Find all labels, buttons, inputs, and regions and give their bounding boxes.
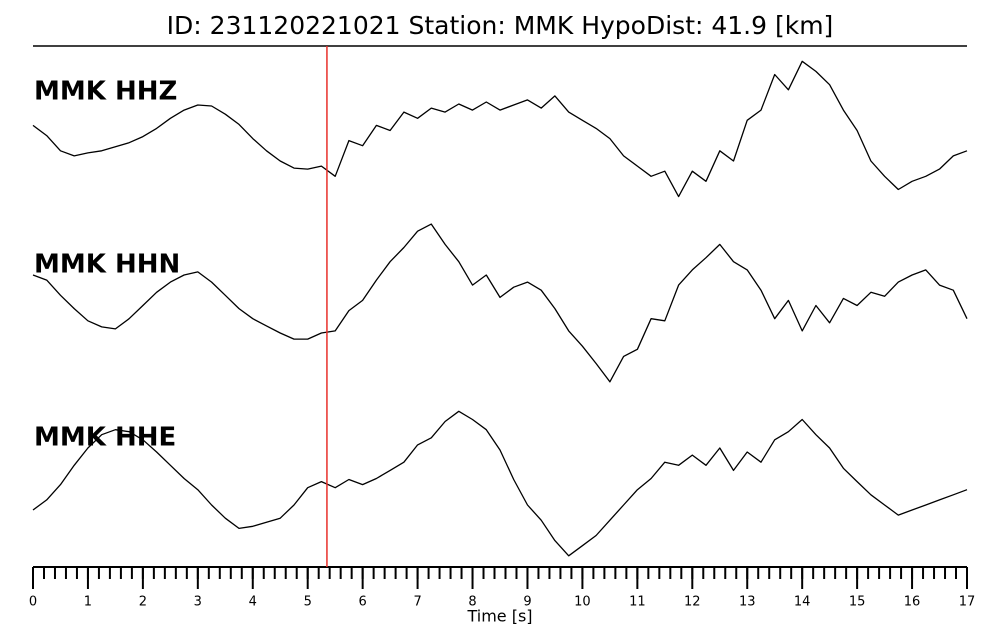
x-tick-label: 6: [359, 595, 367, 610]
x-tick-label: 1: [84, 595, 92, 610]
x-tick-label: 2: [139, 595, 147, 610]
trace: [32, 60, 968, 198]
x-tick-label: 12: [684, 595, 701, 610]
x-tick-label: 15: [849, 595, 866, 610]
trace-label: MMK HHZ: [34, 77, 177, 107]
trace-label: MMK HHN: [34, 250, 180, 280]
x-axis-label: Time [s]: [466, 607, 532, 626]
x-tick-label: 14: [794, 595, 811, 610]
x-tick-label: 3: [194, 595, 202, 610]
x-tick-label: 0: [29, 595, 37, 610]
x-tick-label: 9: [523, 595, 531, 610]
chart-title: ID: 231120221021 Station: MMK HypoDist: …: [167, 11, 834, 40]
x-tick-label: 10: [574, 595, 591, 610]
x-tick-label: 13: [739, 595, 756, 610]
x-tick-label: 7: [413, 595, 421, 610]
x-tick-label: 8: [468, 595, 476, 610]
x-tick-label: 17: [959, 595, 976, 610]
trace: [32, 223, 968, 383]
x-tick-label: 5: [304, 595, 312, 610]
x-tick-label: 11: [629, 595, 646, 610]
trace: [32, 410, 968, 557]
trace-label: MMK HHE: [34, 423, 176, 453]
x-tick-label: 4: [249, 595, 257, 610]
x-tick-label: 16: [904, 595, 921, 610]
